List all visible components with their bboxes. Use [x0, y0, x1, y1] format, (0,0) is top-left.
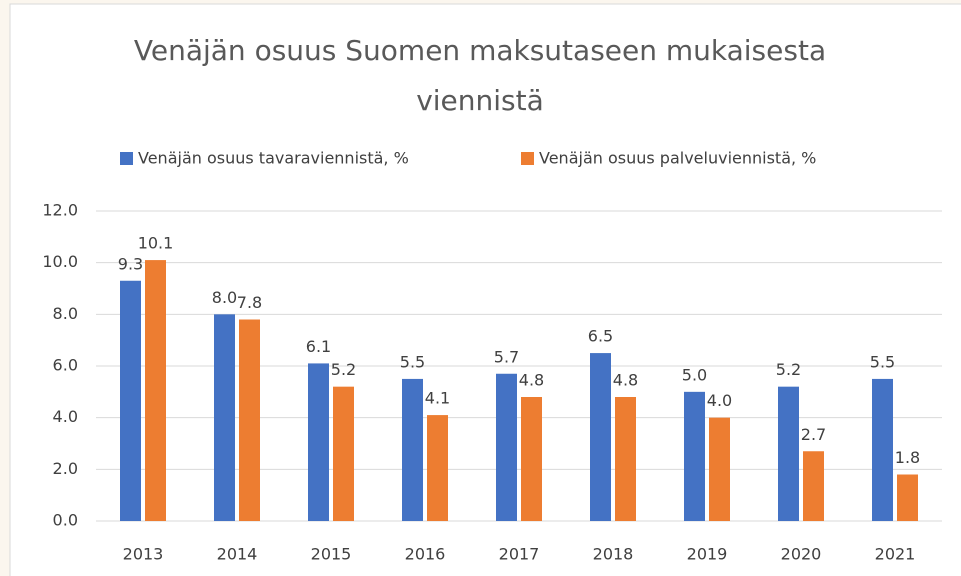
- bar: [897, 474, 918, 521]
- data-label: 1.8: [895, 448, 920, 467]
- y-tick-label: 6.0: [53, 356, 78, 375]
- y-tick-label: 10.0: [42, 252, 78, 271]
- bar: [615, 397, 636, 521]
- x-tick-label: 2016: [405, 545, 446, 564]
- data-label: 10.1: [138, 234, 174, 253]
- bar: [496, 373, 517, 521]
- data-label: 2.7: [801, 425, 826, 444]
- legend-swatch: [120, 152, 133, 165]
- legend-label: Venäjän osuus palveluviennistä, %: [539, 149, 816, 168]
- data-label: 5.2: [331, 360, 356, 379]
- data-label: 4.0: [707, 391, 732, 410]
- y-tick-label: 4.0: [53, 407, 78, 426]
- data-label: 6.5: [588, 327, 613, 346]
- bar: [308, 363, 329, 521]
- x-tick-label: 2015: [311, 545, 352, 564]
- data-label: 4.1: [425, 389, 450, 408]
- chart-title: Venäjän osuus Suomen maksutaseen mukaise…: [133, 34, 827, 117]
- x-tick-label: 2014: [217, 545, 258, 564]
- chart-area: [9, 3, 961, 576]
- bar: [803, 451, 824, 521]
- x-tick-label: 2018: [593, 545, 634, 564]
- data-label: 5.5: [400, 352, 425, 371]
- x-tick-label: 2013: [123, 545, 164, 564]
- data-label: 6.1: [306, 337, 331, 356]
- x-tick-label: 2021: [875, 545, 916, 564]
- y-tick-label: 2.0: [53, 459, 78, 478]
- y-tick-label: 0.0: [53, 511, 78, 530]
- data-label: 4.8: [519, 371, 544, 390]
- bar: [590, 353, 611, 521]
- x-tick-label: 2017: [499, 545, 540, 564]
- x-tick-label: 2020: [781, 545, 822, 564]
- data-label: 5.0: [682, 365, 707, 384]
- data-label: 5.7: [494, 347, 519, 366]
- bar: [333, 386, 354, 521]
- bar: [427, 415, 448, 521]
- bar: [214, 314, 235, 521]
- data-label: 4.8: [613, 371, 638, 390]
- bar: [709, 417, 730, 521]
- bar: [872, 378, 893, 521]
- data-label: 8.0: [212, 288, 237, 307]
- data-label: 5.2: [776, 360, 801, 379]
- bar: [120, 280, 141, 521]
- data-label: 7.8: [237, 293, 262, 312]
- bar: [521, 397, 542, 521]
- bar: [684, 391, 705, 521]
- bar: [239, 319, 260, 521]
- legend-swatch: [521, 152, 534, 165]
- y-tick-label: 8.0: [53, 304, 78, 323]
- y-tick-label: 12.0: [42, 201, 78, 220]
- legend-label: Venäjän osuus tavaraviennistä, %: [138, 149, 409, 168]
- bar: [402, 378, 423, 521]
- data-label: 9.3: [118, 254, 143, 273]
- x-tick-label: 2019: [687, 545, 728, 564]
- data-label: 5.5: [870, 352, 895, 371]
- bar: [145, 260, 166, 521]
- bar: [778, 386, 799, 521]
